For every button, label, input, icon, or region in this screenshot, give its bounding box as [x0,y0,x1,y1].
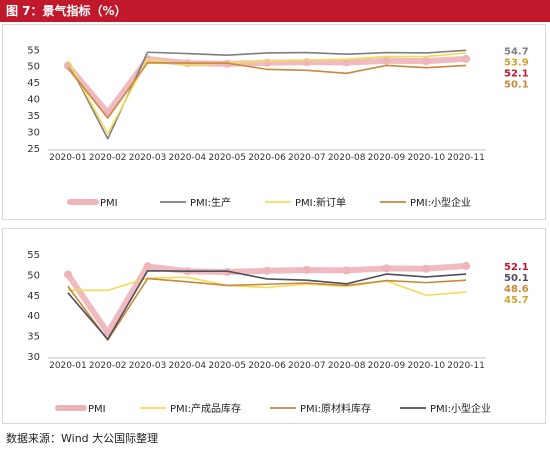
data-point [263,58,271,67]
x-tick-label: 2020-07 [288,153,326,163]
x-tick-label: 2020-11 [447,361,485,371]
x-tick-label: 2020-05 [208,153,246,163]
data-point [422,57,431,66]
data-point [223,268,232,277]
legend-label: PMI [100,198,118,209]
series-line [67,61,467,119]
data-point [342,266,351,275]
bottom-panel-frame [2,228,546,424]
end-value-label: 50.1 [504,273,529,284]
chart-bottom: 30 35 40 45 50 55 2020-01 2020-02 2020-03 2020-04… [0,228,550,424]
y-tick-label: 50 [27,62,40,73]
x-tick-label: 2020-11 [447,153,485,163]
x-tick-label: 2020-05 [208,361,246,371]
y-tick-label: 50 [27,270,40,281]
legend-label: PMI:产成品库存 [170,402,241,415]
data-point [143,262,152,271]
x-tick-label: 2020-07 [288,361,326,371]
legend-label: PMI:小型企业 [410,196,471,209]
end-value-label: 52.1 [504,262,529,273]
y-tick-label: 40 [27,311,40,322]
data-point [63,270,72,279]
data-point [422,264,431,273]
y-tick-label: 45 [27,78,40,89]
end-value-label: 54.7 [504,46,529,57]
end-value-label: 50.1 [504,79,529,90]
x-tick-label: 2020-06 [248,153,286,163]
y-tick-label: 55 [27,250,40,261]
y-tick-label: 30 [27,128,40,139]
legend-label: PMI [88,404,106,415]
x-tick-label: 2020-02 [89,153,127,163]
data-point [462,261,471,270]
chart-bottom-svg: 30 35 40 45 50 55 2020-01 2020-02 2020-03 2020-04… [27,250,529,415]
y-tick-label: 55 [27,45,40,56]
x-tick-label: 2020-08 [328,153,366,163]
top-panel-frame [2,24,546,220]
x-tick-label: 2020-04 [169,153,207,163]
y-tick-label: 35 [27,332,40,343]
series-line [67,277,467,341]
end-value-label: 45.7 [504,295,529,306]
x-tick-label: 2020-09 [368,361,406,371]
y-tick-label: 30 [27,352,40,363]
chart-top: 25 30 35 40 45 50 55 2020-01 2020-02 2020-03 2020-… [0,24,550,220]
x-tick-label: 2020-10 [407,153,445,163]
x-tick-label: 2020-04 [169,361,207,371]
y-tick-label: 45 [27,291,40,302]
x-tick-label: 2020-03 [129,153,167,163]
x-tick-label: 2020-06 [248,361,286,371]
legend-label: PMI:小型企业 [430,402,491,415]
end-value-label: 48.6 [504,284,529,295]
series-line [67,52,467,135]
figure-title: 图 7：景气指标（%） [0,0,550,22]
x-tick-label: 2020-01 [49,153,87,163]
data-point [263,266,271,275]
data-point [382,56,391,65]
data-source: 数据来源：Wind 大公国际整理 [6,432,159,445]
x-tick-label: 2020-10 [407,361,445,371]
x-tick-label: 2020-02 [89,361,127,371]
x-tick-label: 2020-08 [328,361,366,371]
series-line [67,269,467,341]
x-tick-label: 2020-03 [129,361,167,371]
y-tick-label: 25 [27,144,40,155]
y-tick-label: 35 [27,111,40,122]
legend-label: PMI:原材料库存 [300,402,371,415]
data-point [342,58,351,67]
legend-label: PMI:生产 [190,196,231,209]
data-point [462,54,471,63]
data-point [382,264,391,273]
x-tick-label: 2020-01 [49,361,87,371]
y-tick-label: 40 [27,95,40,106]
x-tick-label: 2020-09 [368,153,406,163]
legend-label: PMI:新订单 [295,196,346,209]
end-value-label: 53.9 [504,57,529,68]
end-value-label: 52.1 [504,68,529,79]
data-point [302,265,311,274]
series-line [67,276,467,297]
